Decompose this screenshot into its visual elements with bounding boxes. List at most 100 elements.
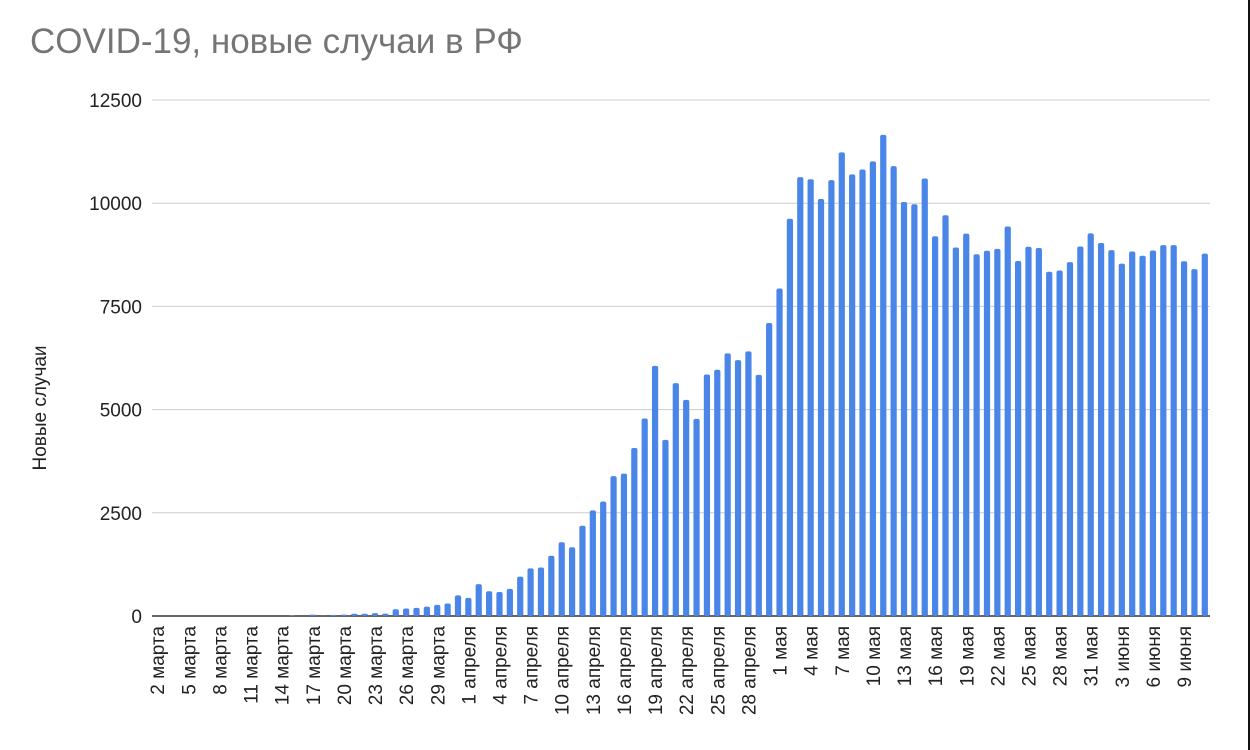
bar	[527, 568, 534, 616]
bar	[952, 247, 959, 616]
bar	[1087, 233, 1094, 617]
x-tick-label: 2 марта	[148, 626, 169, 695]
y-tick-label: 12500	[89, 91, 142, 112]
bar	[973, 254, 980, 616]
bar	[963, 233, 970, 616]
bar	[486, 591, 493, 616]
bar	[817, 198, 825, 617]
x-tick-label: 10 апреля	[553, 626, 574, 715]
x-tick-label: 3 июня	[1113, 626, 1134, 688]
bar	[434, 604, 441, 616]
x-tick-label: 6 июня	[1144, 626, 1165, 688]
bar	[1046, 271, 1053, 616]
x-tick-label: 29 марта	[428, 626, 449, 706]
bar	[942, 215, 949, 616]
bar	[1025, 246, 1032, 616]
x-tick-label: 25 апреля	[708, 626, 729, 715]
x-tick-label: 26 марта	[397, 626, 418, 706]
bar	[309, 614, 316, 616]
bar	[1139, 255, 1146, 617]
bar	[693, 418, 700, 616]
bar	[859, 169, 866, 616]
x-tick-label: 9 июня	[1175, 626, 1196, 688]
x-tick-label: 17 марта	[304, 626, 325, 706]
x-tick-label: 14 марта	[273, 626, 294, 706]
bar	[890, 166, 897, 616]
x-tick-label: 19 апреля	[646, 626, 667, 715]
bar	[392, 609, 399, 616]
bar	[413, 607, 420, 616]
bar	[911, 204, 918, 616]
bar	[403, 608, 410, 616]
bar	[340, 614, 347, 616]
y-tick-label: 10000	[89, 194, 142, 215]
x-tick-label: 5 марта	[179, 626, 200, 695]
x-tick-label: 28 апреля	[739, 626, 760, 715]
bar	[454, 595, 462, 616]
bar	[662, 439, 669, 616]
x-tick-label: 10 мая	[864, 626, 885, 686]
x-tick-label: 8 марта	[210, 626, 231, 695]
bar	[330, 614, 337, 616]
x-tick-label: 7 апреля	[522, 626, 543, 705]
bar	[537, 567, 545, 616]
bar	[714, 369, 721, 616]
bar	[351, 613, 358, 616]
bar	[1149, 250, 1157, 616]
bar	[548, 555, 555, 616]
bar	[361, 613, 368, 616]
bar	[371, 613, 379, 616]
bar	[849, 174, 856, 616]
bar	[880, 134, 887, 616]
bar	[1015, 261, 1022, 616]
bar	[506, 588, 513, 616]
bars	[288, 134, 1208, 617]
x-tick-label: 13 апреля	[584, 626, 605, 715]
y-tick-label: 0	[131, 607, 142, 628]
bar	[1118, 263, 1125, 616]
bar	[921, 178, 928, 616]
bar	[786, 218, 794, 616]
bar	[1129, 251, 1136, 616]
bar	[444, 603, 451, 616]
bar	[838, 152, 845, 616]
bar	[766, 322, 773, 616]
x-tick-label: 11 марта	[242, 626, 263, 704]
bar	[1191, 269, 1198, 616]
bar	[1056, 270, 1063, 616]
bar	[517, 576, 524, 616]
gridlines	[152, 99, 1210, 617]
bar	[828, 180, 835, 616]
bar	[1108, 250, 1115, 616]
bar	[745, 351, 752, 616]
bar	[869, 161, 876, 617]
bar	[496, 591, 503, 616]
x-tick-label: 22 мая	[988, 626, 1009, 686]
bar	[900, 202, 908, 617]
bar	[631, 447, 638, 616]
x-tick-label: 22 апреля	[677, 626, 698, 715]
bar	[423, 606, 430, 616]
x-tick-label: 19 мая	[957, 626, 978, 686]
bar	[1004, 226, 1011, 616]
bar	[672, 383, 679, 616]
x-tick-label: 4 мая	[802, 626, 823, 676]
y-tick-label: 2500	[100, 504, 142, 525]
bar	[1201, 253, 1208, 616]
bar	[579, 525, 586, 616]
bar	[1066, 262, 1074, 616]
bar	[1170, 245, 1177, 616]
x-tick-label: 4 апреля	[490, 626, 511, 705]
bar	[610, 476, 617, 616]
bar	[651, 365, 659, 616]
x-tick-label: 20 марта	[335, 626, 356, 706]
x-tick-label: 1 апреля	[459, 626, 480, 705]
bar	[465, 597, 472, 616]
bar	[983, 250, 991, 616]
bar	[641, 418, 648, 616]
bar	[797, 177, 804, 616]
bar	[382, 613, 389, 616]
bar	[755, 374, 762, 616]
